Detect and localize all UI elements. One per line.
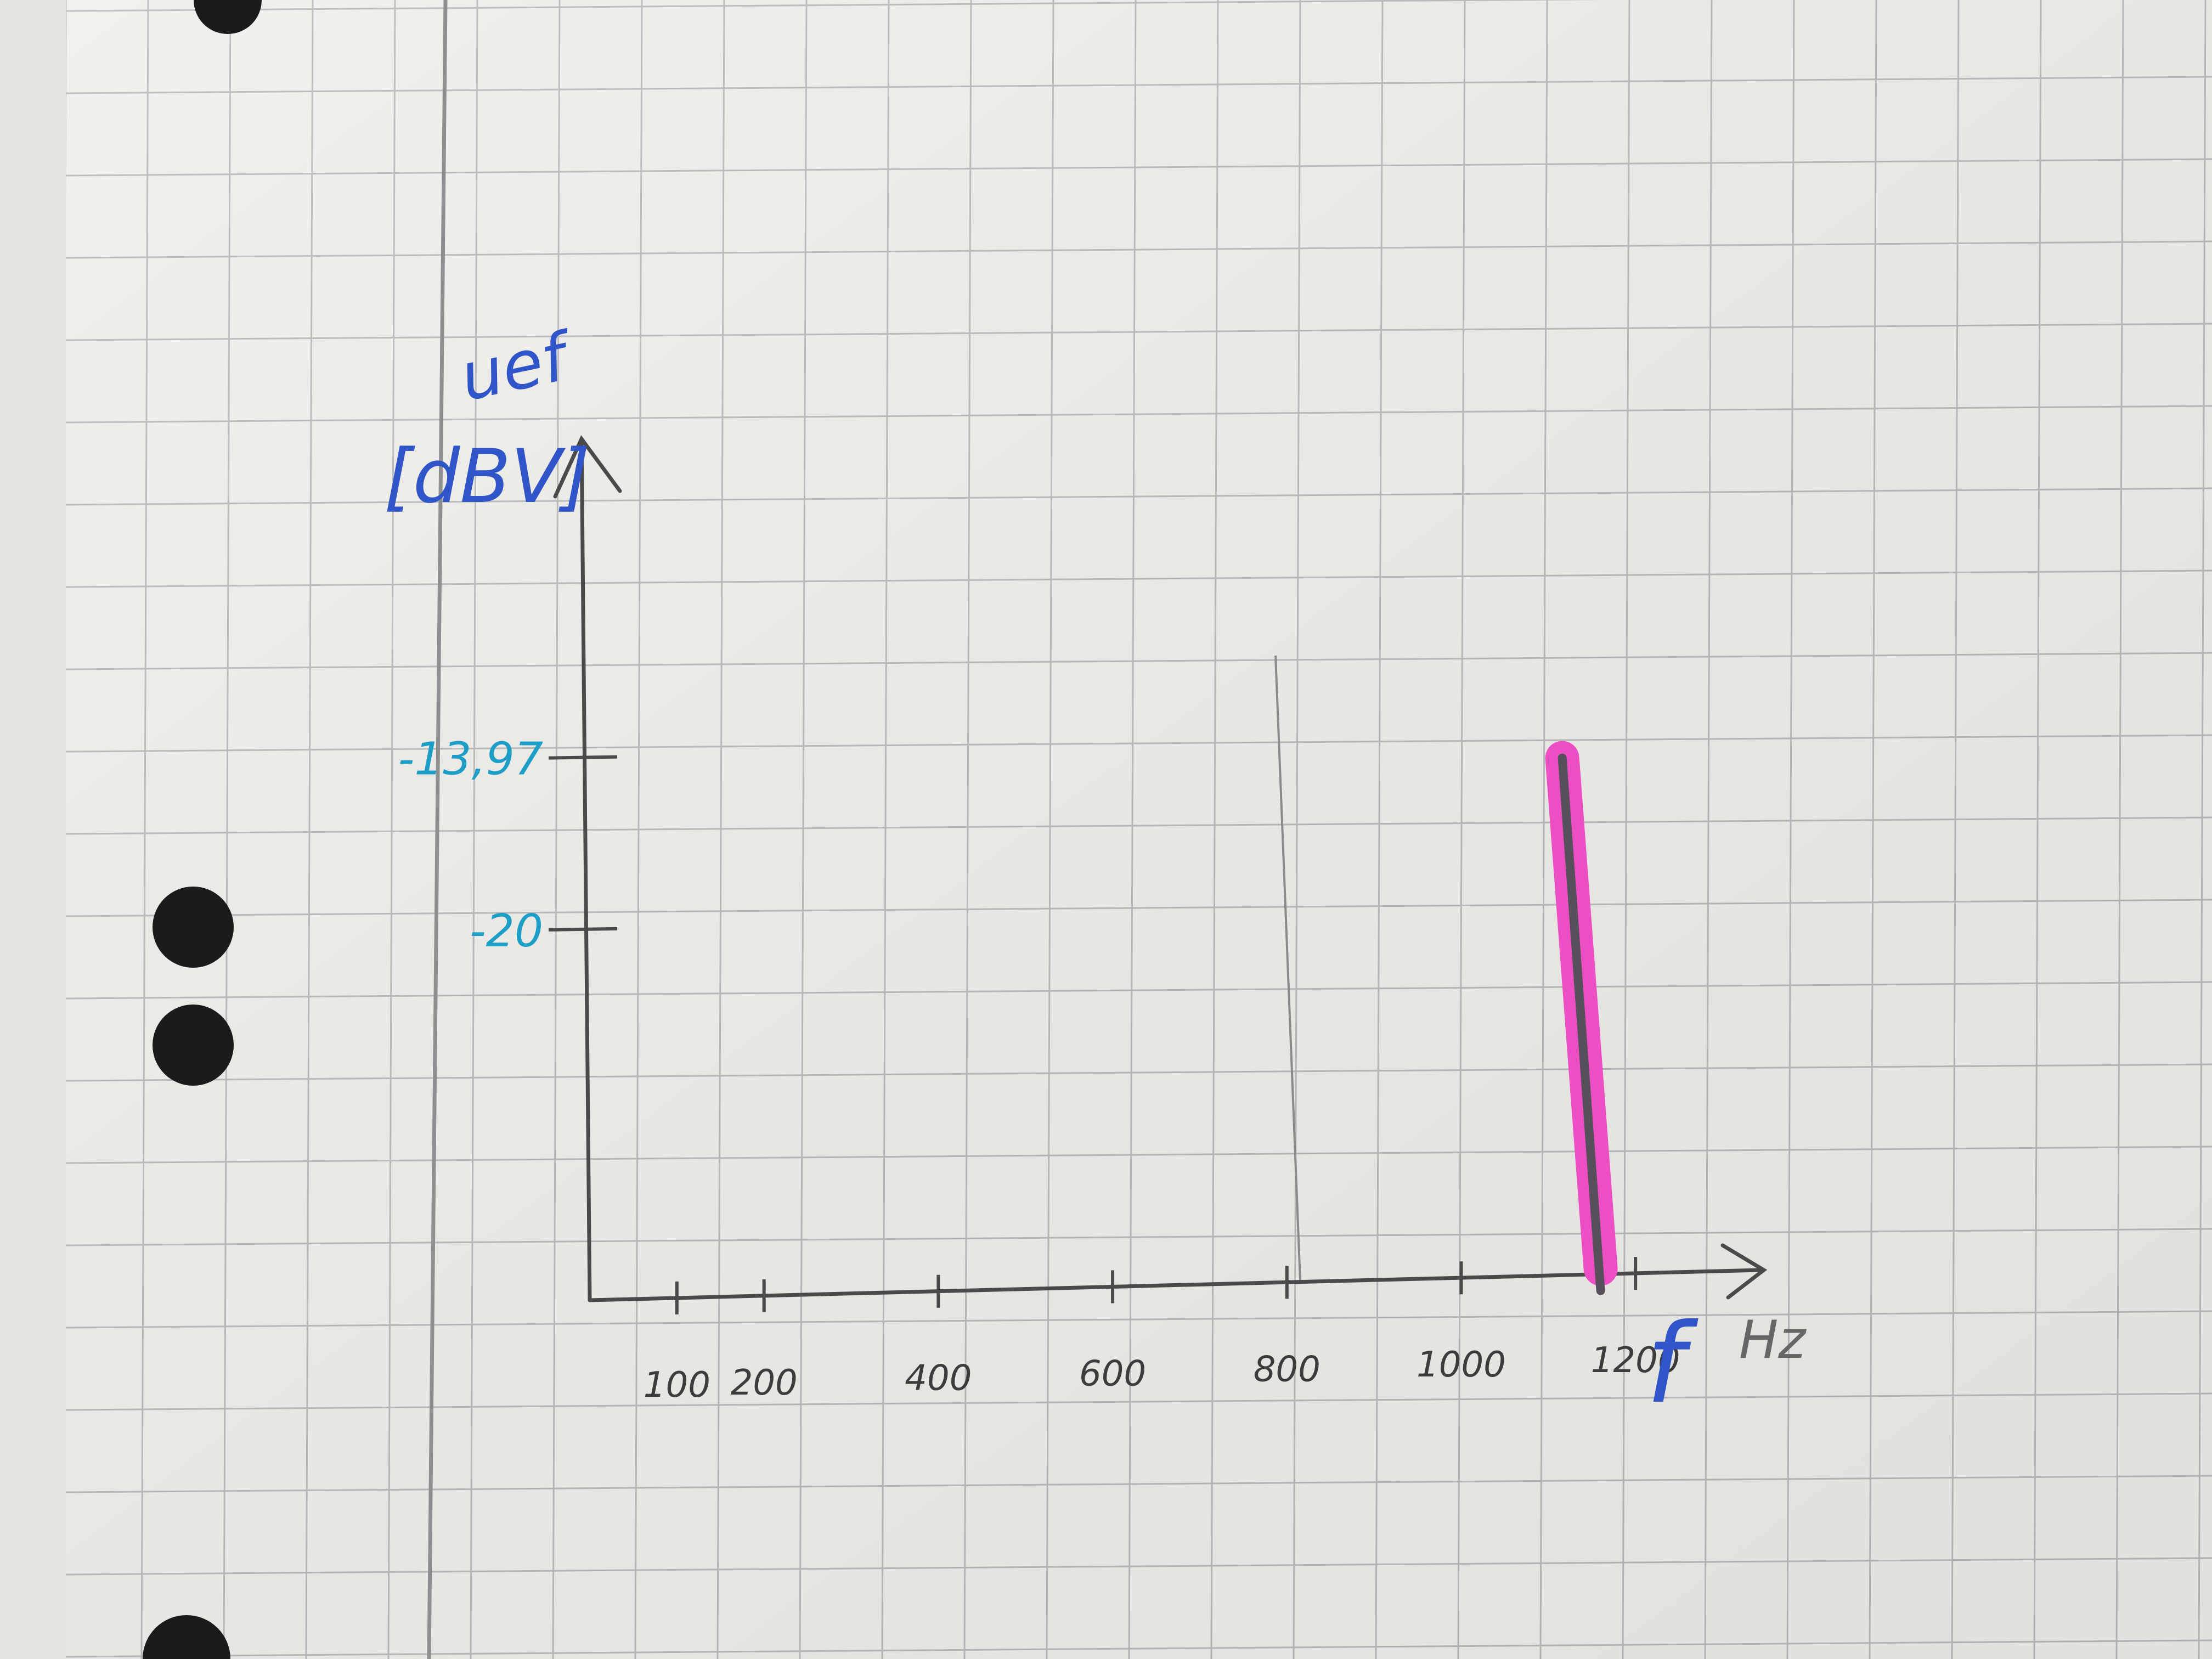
y-tick-label: -13,97: [398, 733, 543, 786]
x-tick-label: 1200: [1591, 1340, 1680, 1381]
y-tick-label: -20: [470, 905, 543, 957]
x-tick-label: 800: [1254, 1349, 1321, 1390]
punch-hole: [143, 1615, 230, 1659]
y-tick-mark: [548, 927, 618, 932]
punch-hole: [194, 0, 262, 34]
x-tick-label: 200: [731, 1363, 798, 1403]
x-tick-label: 400: [905, 1358, 972, 1399]
x-ticks: 100 200 400 600 800 1000 1200: [644, 1257, 1680, 1406]
punch-holes: [143, 0, 262, 1659]
x-axis-unit: Hz: [1739, 1310, 1807, 1370]
punch-hole: [153, 1005, 234, 1086]
x-tick-label: 600: [1079, 1354, 1146, 1395]
margin-line: [427, 0, 448, 1659]
x-tick-label: 100: [644, 1365, 710, 1406]
bars: [1545, 741, 1618, 1295]
y-axis: [579, 437, 592, 1302]
y-tick-mark: [548, 755, 618, 760]
pencil-guide-line: [1274, 655, 1301, 1282]
y-ticks: -13,97 -20: [398, 733, 618, 957]
y-axis-unit: [dBV]: [384, 433, 590, 520]
punch-hole: [153, 887, 234, 968]
perforated-edge: [0, 0, 66, 1659]
bar: [1558, 753, 1605, 1295]
axes: [553, 435, 1768, 1302]
x-tick-label: 1000: [1417, 1345, 1506, 1385]
y-axis-arrow: [553, 435, 622, 499]
x-axis-arrow: [1720, 1243, 1768, 1300]
x-axis: [588, 1268, 1763, 1302]
